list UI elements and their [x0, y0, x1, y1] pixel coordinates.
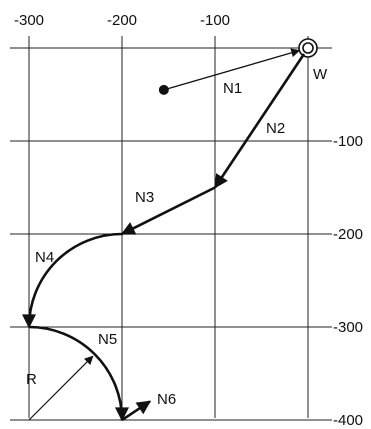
label-n2: N2	[266, 120, 285, 137]
label-n4: N4	[35, 249, 54, 266]
grid-lines	[10, 36, 332, 421]
y-tick-label: -100	[333, 133, 363, 150]
axis-tick-labels: -300 -200 -100 -100 -200 -300 -400	[14, 12, 363, 429]
x-tick-label: -100	[200, 12, 230, 29]
label-n6: N6	[157, 391, 176, 408]
y-tick-label: -300	[333, 319, 363, 336]
path-n5-arc	[28, 325, 129, 422]
label-n1: N1	[223, 80, 242, 97]
label-w: W	[313, 66, 328, 83]
path-n1-line	[163, 48, 301, 91]
y-tick-label: -200	[333, 226, 363, 243]
origin-w-outer-circle	[298, 38, 318, 58]
origin-w-inner-circle	[302, 42, 314, 54]
y-tick-label: -400	[333, 412, 363, 429]
label-n5: N5	[98, 331, 117, 348]
radius-indicator-line	[28, 355, 94, 421]
path-n3-line	[120, 186, 216, 236]
path-n4-arc	[22, 232, 123, 329]
label-r: R	[26, 371, 37, 388]
x-tick-label: -200	[107, 12, 137, 29]
label-n3: N3	[135, 189, 154, 206]
path-n2-line	[213, 53, 306, 189]
path-n6-line	[121, 400, 152, 422]
x-tick-label: -300	[14, 12, 44, 29]
